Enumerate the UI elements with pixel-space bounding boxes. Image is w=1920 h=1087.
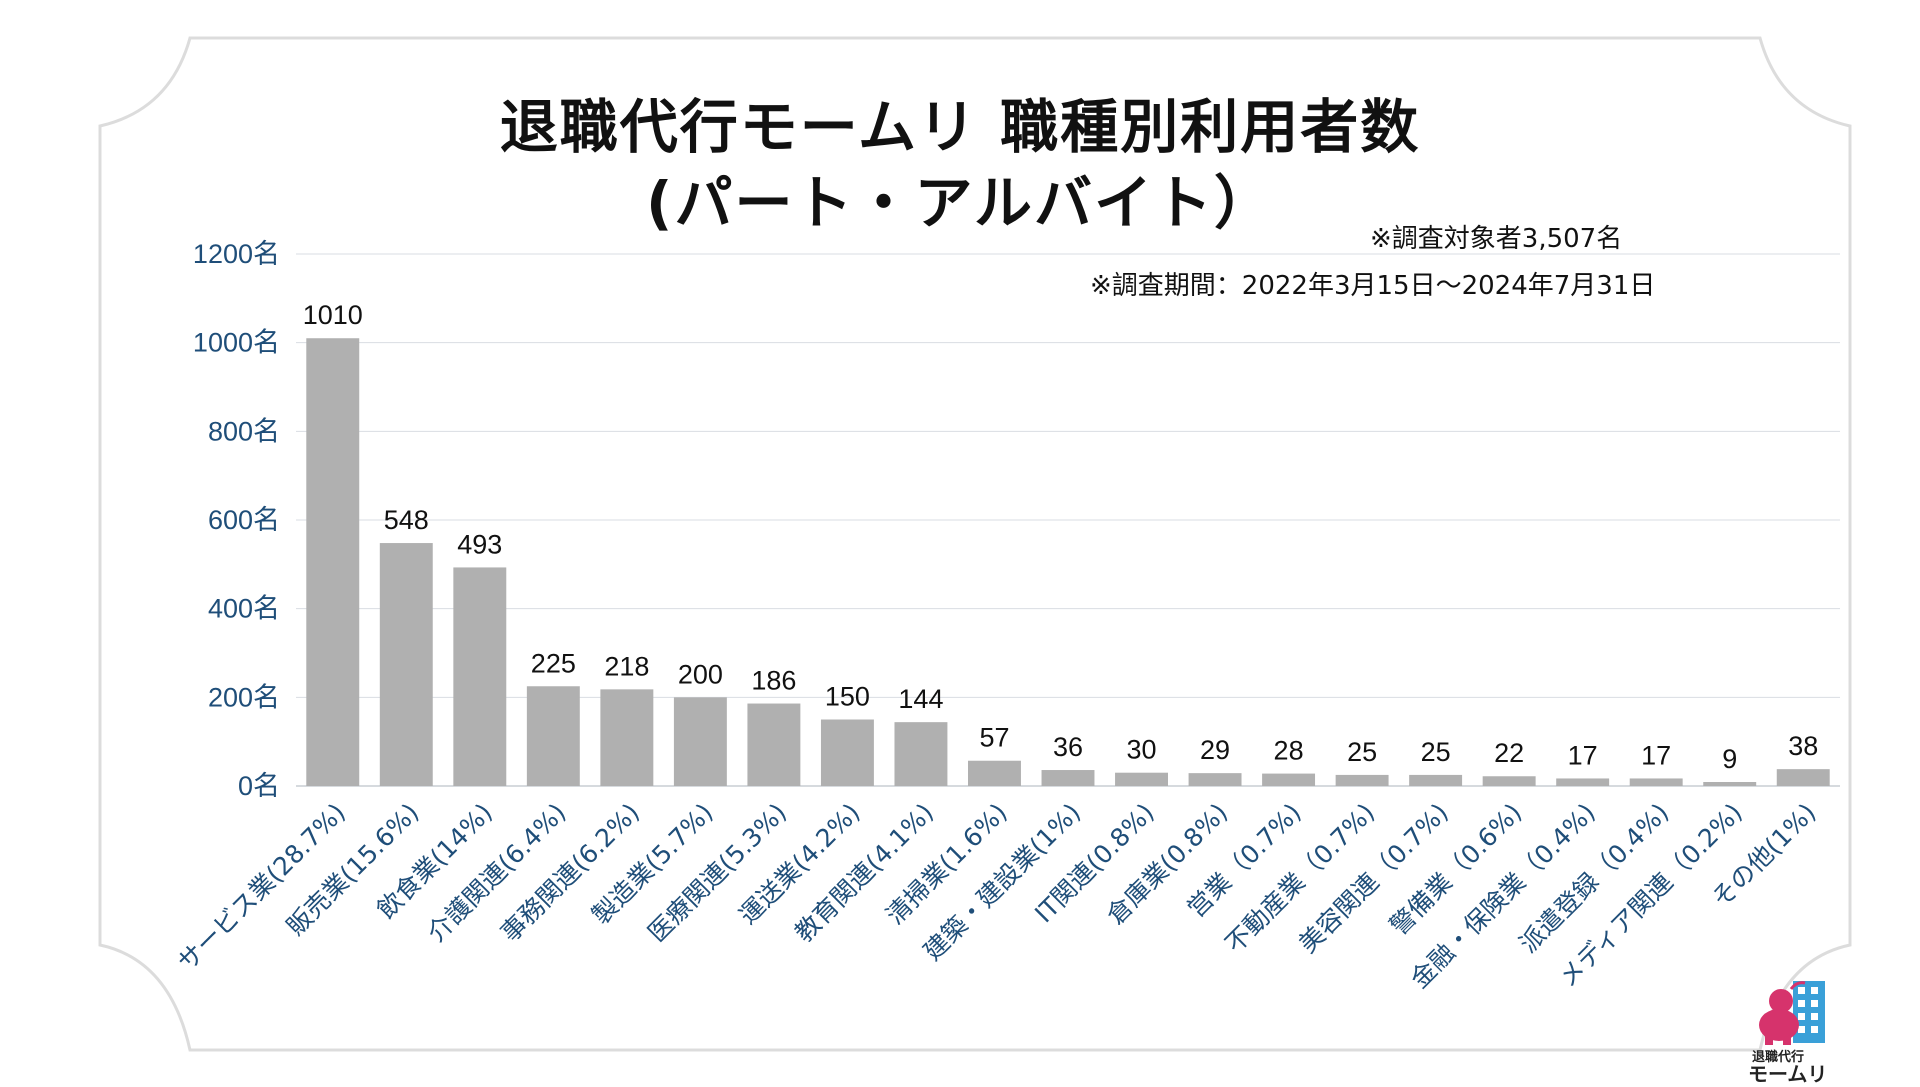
bars bbox=[306, 338, 1830, 786]
data-label: 28 bbox=[1274, 736, 1304, 766]
bar bbox=[1629, 778, 1683, 786]
y-tick-label: 600名 bbox=[208, 505, 280, 535]
data-label: 200 bbox=[678, 659, 723, 689]
x-tick-label: 販売業(15.6%) bbox=[281, 798, 424, 941]
bar bbox=[1482, 776, 1536, 786]
data-label: 218 bbox=[604, 651, 649, 681]
y-tick-label: 800名 bbox=[208, 416, 280, 446]
logo-text-line2: モームリ bbox=[1748, 1062, 1828, 1086]
bar bbox=[1115, 772, 1168, 786]
data-label: 1010 bbox=[303, 300, 363, 330]
bar bbox=[747, 703, 801, 786]
y-tick-label: 1000名 bbox=[193, 328, 280, 358]
chart-title: 退職代行モームリ 職種別利用者数 bbox=[499, 93, 1421, 161]
x-axis-labels: サービス業(28.7%)販売業(15.6%)飲食業(14%)介護関連(6.4%)… bbox=[172, 798, 1821, 994]
data-label: 225 bbox=[531, 648, 576, 678]
data-label: 186 bbox=[751, 666, 796, 696]
data-label: 17 bbox=[1568, 740, 1598, 770]
data-label: 36 bbox=[1053, 732, 1083, 762]
data-label: 144 bbox=[898, 684, 943, 714]
bar bbox=[673, 697, 727, 786]
survey-period-note: ※調査期間：2022年3月15日〜2024年7月31日 bbox=[1090, 271, 1656, 301]
bar bbox=[379, 543, 433, 786]
data-label: 38 bbox=[1788, 731, 1818, 761]
bar bbox=[820, 719, 874, 786]
data-label: 22 bbox=[1494, 738, 1524, 768]
bar bbox=[1335, 774, 1389, 786]
data-label: 150 bbox=[825, 682, 870, 712]
data-label: 493 bbox=[457, 529, 502, 559]
data-label: 57 bbox=[979, 723, 1009, 753]
bar bbox=[1041, 770, 1095, 786]
x-tick-label: 警備業（0.6%) bbox=[1384, 798, 1527, 941]
bar bbox=[526, 686, 580, 786]
data-label: 9 bbox=[1722, 744, 1737, 774]
data-label: 25 bbox=[1421, 737, 1451, 767]
y-axis-ticks: 0名 200名 400名 600名 800名 1000名 1200名 bbox=[193, 239, 280, 801]
bar bbox=[306, 338, 360, 786]
data-label: 29 bbox=[1200, 735, 1230, 765]
bar bbox=[1703, 782, 1757, 786]
bar bbox=[968, 760, 1021, 786]
bar bbox=[1556, 778, 1610, 786]
y-tick-label: 400名 bbox=[208, 594, 280, 624]
data-label: 25 bbox=[1347, 737, 1377, 767]
data-label: 30 bbox=[1127, 735, 1157, 765]
y-tick-label: 200名 bbox=[208, 682, 280, 712]
bar bbox=[1409, 774, 1463, 786]
logo-text-line1: 退職代行 bbox=[1752, 1050, 1805, 1065]
y-tick-label: 1200名 bbox=[193, 239, 280, 269]
chart-subtitle: (パート・アルバイト） bbox=[646, 169, 1274, 237]
bar bbox=[1188, 773, 1242, 786]
y-tick-label: 0名 bbox=[238, 771, 280, 801]
bar bbox=[1776, 769, 1830, 786]
data-label: 17 bbox=[1641, 740, 1671, 770]
bar bbox=[894, 722, 948, 786]
bar bbox=[1262, 773, 1316, 786]
data-labels: 1010 548 493 225 218 200 186 150 144 57 36 30 29 28 25… bbox=[303, 300, 1819, 774]
bar bbox=[600, 689, 654, 786]
bar bbox=[453, 567, 507, 786]
mascot-building-logo-icon bbox=[1759, 981, 1825, 1045]
data-label: 548 bbox=[384, 505, 429, 535]
survey-subjects-note: ※調査対象者3,507名 bbox=[1370, 224, 1623, 254]
